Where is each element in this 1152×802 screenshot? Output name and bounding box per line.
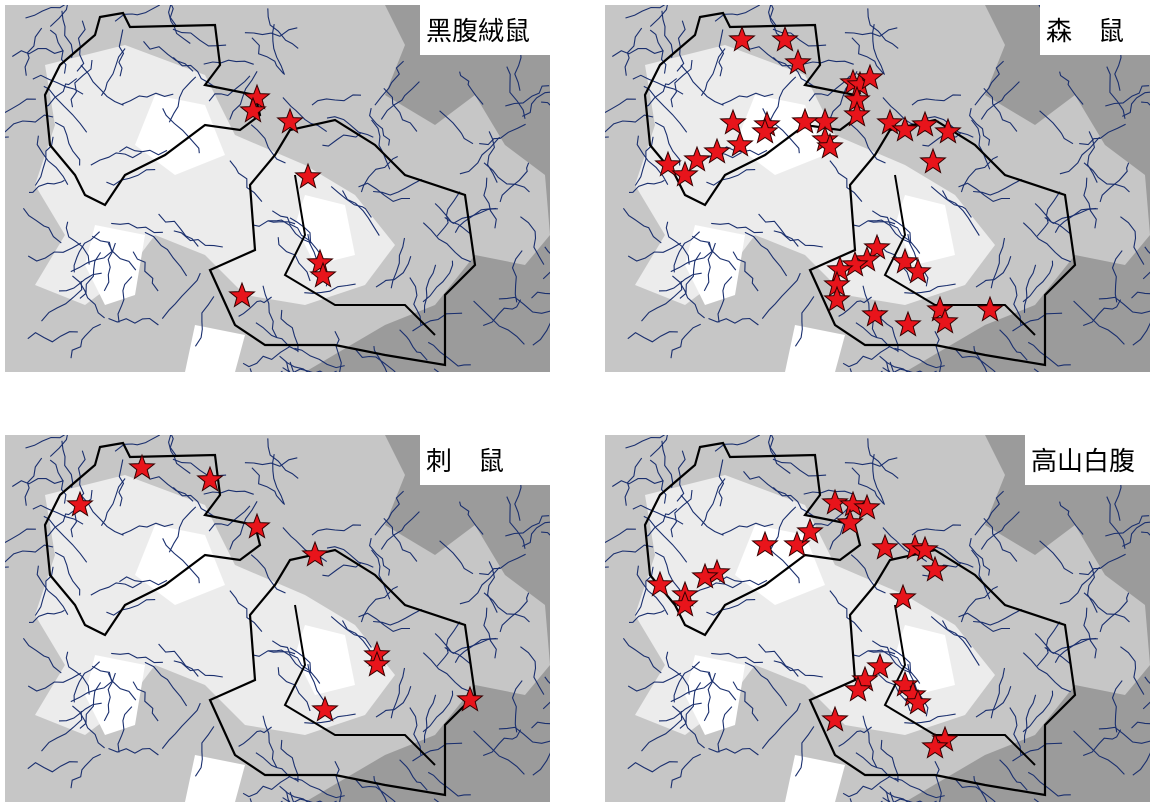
base-map	[0, 0, 600, 409]
map-figure: 黑腹絨鼠 森 鼠刺 鼠 高山白腹	[0, 0, 1152, 802]
map-panel: 黑腹絨鼠	[0, 0, 600, 409]
base-map	[571, 0, 1152, 409]
panel-label: 森 鼠	[1046, 17, 1124, 47]
map-panel: 刺 鼠	[0, 397, 600, 802]
panel-label: 高山白腹	[1031, 447, 1135, 477]
map-panel: 高山白腹	[571, 397, 1152, 802]
panel-label: 刺 鼠	[426, 447, 504, 477]
panel-label: 黑腹絨鼠	[426, 17, 530, 47]
map-panel: 森 鼠	[571, 0, 1152, 409]
